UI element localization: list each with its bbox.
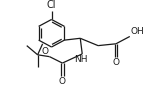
Text: O: O [59, 77, 66, 86]
Text: O: O [42, 47, 49, 56]
Text: Cl: Cl [47, 0, 56, 10]
Text: OH: OH [131, 27, 145, 36]
Text: O: O [112, 58, 119, 67]
Text: NH: NH [74, 55, 88, 64]
